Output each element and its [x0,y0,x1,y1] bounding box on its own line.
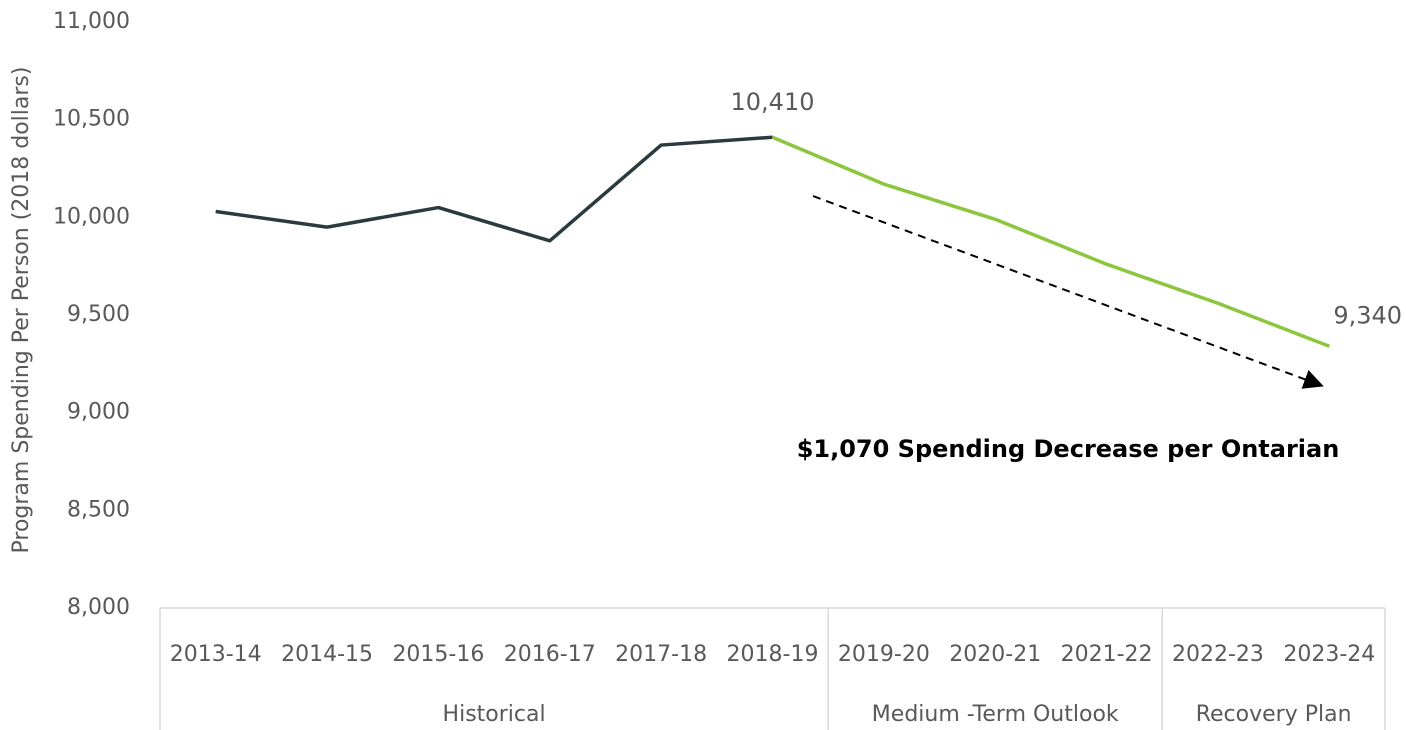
group-label: Recovery Plan [1196,702,1352,727]
line-series [771,135,1330,348]
x-tick-label: 2016-17 [504,642,596,667]
data-label: 9,340 [1333,301,1402,329]
line-series [215,135,773,243]
x-tick-label: 2017-18 [615,642,707,667]
group-label: Medium -Term Outlook [872,702,1119,727]
x-tick-label: 2020-21 [949,642,1041,667]
annotation: $1,070 Spending Decrease per Ontarian [797,435,1340,463]
y-tick-label: 10,500 [53,107,130,132]
y-tick-label: 8,500 [67,497,130,522]
y-tick-label: 10,000 [53,204,130,229]
y-tick-label: 9,000 [67,400,130,425]
x-tick-label: 2019-20 [838,642,930,667]
y-tick-label: 9,500 [67,302,130,327]
group-label: Historical [443,702,546,727]
x-tick-label: 2022-23 [1172,642,1264,667]
trend-arrow [812,195,1324,389]
y-tick-label: 11,000 [53,9,130,34]
x-tick-label: 2018-19 [727,642,819,667]
x-tick-label: 2023-24 [1283,642,1375,667]
x-tick-label: 2013-14 [170,642,262,667]
x-tick-label: 2015-16 [392,642,484,667]
x-tick-label: 2021-22 [1061,642,1153,667]
data-label: 10,410 [731,88,815,116]
y-axis-label: Program Spending Per Person (2018 dollar… [9,67,34,554]
y-tick-label: 8,000 [67,595,130,620]
x-tick-label: 2014-15 [281,642,373,667]
